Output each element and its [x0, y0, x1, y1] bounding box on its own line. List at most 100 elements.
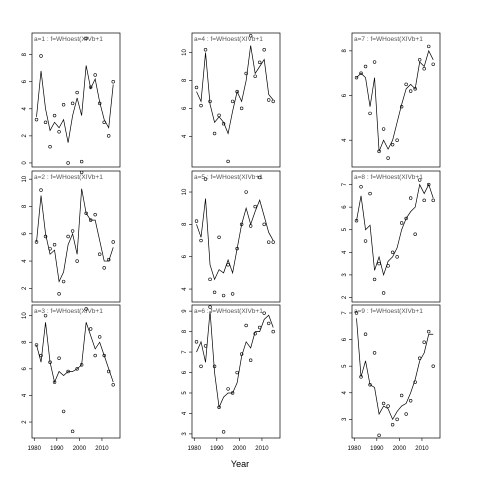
data-point: [239, 106, 244, 111]
panel-title: a=9 : f=WHoest(XIVb+1: [354, 308, 423, 315]
y-tick-label: 6: [182, 254, 188, 258]
data-point: [199, 238, 203, 243]
data-point: [431, 62, 435, 66]
data-point: [417, 178, 422, 182]
data-point: [217, 405, 221, 410]
data-point: [79, 159, 84, 164]
data-point: [354, 311, 359, 315]
data-point: [386, 156, 390, 160]
y-tick-label: 10: [182, 49, 188, 56]
data-point: [102, 120, 106, 125]
data-point: [386, 264, 390, 268]
y-tick-label: 7: [342, 182, 348, 186]
x-tick-label: 2000: [233, 446, 247, 452]
data-point: [253, 331, 257, 336]
y-tick-label: 4: [22, 259, 28, 263]
data-point: [386, 404, 390, 408]
data-point: [267, 98, 271, 102]
fit-line: [356, 318, 434, 421]
panel-title: a=6 : f=WHoest(XIVb+1: [194, 308, 263, 315]
data-point: [57, 292, 61, 296]
data-point: [75, 259, 79, 263]
data-point: [93, 212, 97, 217]
panel-frame: [351, 304, 441, 439]
y-tick-label: 6: [342, 93, 348, 97]
data-point: [97, 101, 102, 106]
data-point: [363, 64, 368, 69]
data-point: [235, 246, 239, 251]
y-tick-label: 6: [342, 337, 348, 341]
data-point: [39, 54, 43, 58]
y-tick-label: 8: [182, 78, 188, 82]
data-point: [230, 99, 235, 104]
data-point: [230, 292, 235, 296]
panel-frame: [31, 32, 121, 168]
data-point: [381, 127, 386, 131]
data-point: [372, 60, 377, 64]
data-point: [359, 185, 363, 189]
y-tick-label: 6: [22, 231, 28, 235]
data-point: [381, 401, 386, 406]
data-point: [239, 352, 244, 356]
y-tick-label: 8: [22, 204, 28, 208]
data-point: [48, 360, 52, 364]
y-tick-label: 4: [22, 106, 28, 110]
panel-title: a=2 : f=WHoest(XIVb+1: [34, 174, 103, 181]
y-tick-label: 4: [22, 393, 28, 397]
y-tick-label: 3: [182, 432, 188, 436]
panel: a=3 : f=WHoest(XIVb+1 2 4 6 8 10 1980 1990 2000 2…: [22, 304, 121, 452]
panel-title: a=7 : f=WHoest(XIVb+1: [354, 36, 423, 43]
panel-frame: [191, 170, 281, 303]
data-point: [57, 130, 61, 134]
data-point: [48, 144, 52, 149]
data-point: [97, 252, 102, 256]
data-point: [107, 257, 111, 262]
data-point: [212, 290, 217, 294]
y-tick-label: 6: [22, 79, 28, 83]
data-point: [199, 103, 203, 108]
data-point: [34, 240, 39, 244]
data-point: [395, 255, 399, 259]
data-point: [221, 122, 226, 126]
data-point: [422, 67, 426, 71]
data-point: [111, 240, 115, 244]
data-point: [194, 85, 199, 90]
data-point: [79, 171, 84, 175]
data-point: [111, 383, 115, 387]
data-point: [377, 149, 381, 154]
y-tick-label: 7: [342, 311, 348, 315]
data-point: [372, 277, 377, 282]
data-point: [262, 311, 266, 315]
x-axis-label: Year: [231, 459, 249, 469]
data-point: [208, 305, 212, 309]
data-point: [422, 198, 426, 203]
data-point: [431, 364, 435, 368]
data-point: [66, 234, 70, 239]
y-tick-label: 3: [342, 417, 348, 421]
y-tick-label: 3: [342, 273, 348, 277]
data-point: [57, 356, 61, 360]
panel: a=5 : f=WHoest(XIVb+1 4 6 8 10: [182, 170, 281, 303]
data-point: [107, 134, 111, 138]
x-tick-label: 1980: [188, 446, 202, 452]
data-point: [84, 307, 88, 311]
panel-title: a=1 : f=WHoest(XIVb+1: [34, 36, 103, 43]
data-point: [39, 188, 43, 192]
plot-area: [194, 175, 275, 298]
data-point: [267, 321, 271, 326]
y-tick-label: 6: [22, 367, 28, 371]
data-point: [203, 48, 208, 52]
data-point: [368, 111, 372, 116]
y-tick-label: 2: [22, 286, 28, 290]
data-point: [107, 369, 111, 374]
data-point: [194, 219, 199, 223]
fit-line: [36, 65, 114, 143]
data-point: [404, 412, 408, 416]
y-tick-label: 8: [22, 52, 28, 56]
data-point: [52, 242, 57, 247]
y-tick-label: 4: [342, 390, 348, 394]
data-point: [203, 344, 208, 348]
data-point: [377, 261, 381, 266]
x-tick-label: 1990: [210, 446, 224, 452]
